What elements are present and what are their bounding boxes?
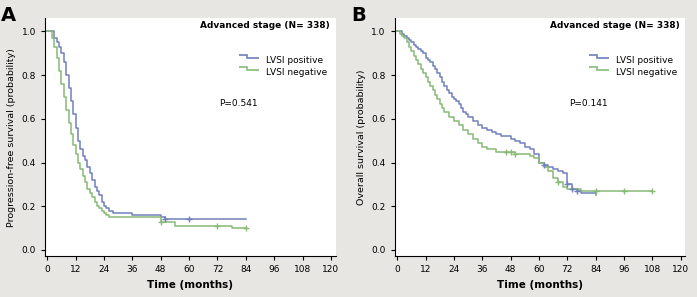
Text: Advanced stage (N= 338): Advanced stage (N= 338) [550,21,680,30]
Y-axis label: Progression-free survival (probability): Progression-free survival (probability) [7,48,16,227]
X-axis label: Time (months): Time (months) [497,280,583,290]
Legend: LVSI positive, LVSI negative: LVSI positive, LVSI negative [236,51,331,80]
Text: P=0.141: P=0.141 [569,99,608,108]
Text: P=0.541: P=0.541 [220,99,258,108]
Text: A: A [1,7,17,26]
X-axis label: Time (months): Time (months) [147,280,233,290]
Y-axis label: Overall survival (probability): Overall survival (probability) [357,70,366,205]
Text: Advanced stage (N= 338): Advanced stage (N= 338) [200,21,330,30]
Legend: LVSI positive, LVSI negative: LVSI positive, LVSI negative [585,51,681,80]
Text: B: B [351,7,366,26]
